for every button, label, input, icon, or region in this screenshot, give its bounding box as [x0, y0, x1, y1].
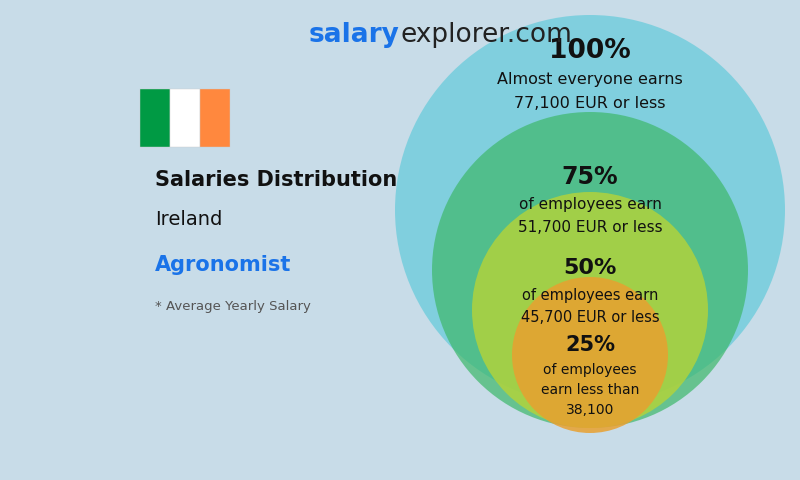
Text: 50%: 50%: [563, 258, 617, 278]
Text: Almost everyone earns: Almost everyone earns: [497, 72, 683, 87]
Text: Salaries Distribution: Salaries Distribution: [155, 170, 398, 190]
Text: * Average Yearly Salary: * Average Yearly Salary: [155, 300, 311, 313]
Text: earn less than: earn less than: [541, 383, 639, 397]
Circle shape: [395, 15, 785, 405]
Text: explorer.com: explorer.com: [400, 22, 572, 48]
Text: 77,100 EUR or less: 77,100 EUR or less: [514, 96, 666, 111]
Bar: [140, 89, 170, 147]
Circle shape: [472, 192, 708, 428]
Bar: [170, 89, 200, 147]
Text: salary: salary: [309, 22, 400, 48]
Text: 75%: 75%: [562, 165, 618, 189]
Circle shape: [432, 112, 748, 428]
Text: 25%: 25%: [565, 335, 615, 355]
Text: of employees earn: of employees earn: [522, 288, 658, 303]
Text: of employees earn: of employees earn: [518, 197, 662, 212]
Text: of employees: of employees: [543, 363, 637, 377]
Text: Agronomist: Agronomist: [155, 255, 291, 275]
Bar: [200, 89, 230, 147]
Text: Ireland: Ireland: [155, 210, 222, 229]
Text: 45,700 EUR or less: 45,700 EUR or less: [521, 310, 659, 325]
Text: 38,100: 38,100: [566, 403, 614, 417]
Circle shape: [512, 277, 668, 433]
Text: 100%: 100%: [549, 38, 631, 64]
Text: 51,700 EUR or less: 51,700 EUR or less: [518, 220, 662, 235]
